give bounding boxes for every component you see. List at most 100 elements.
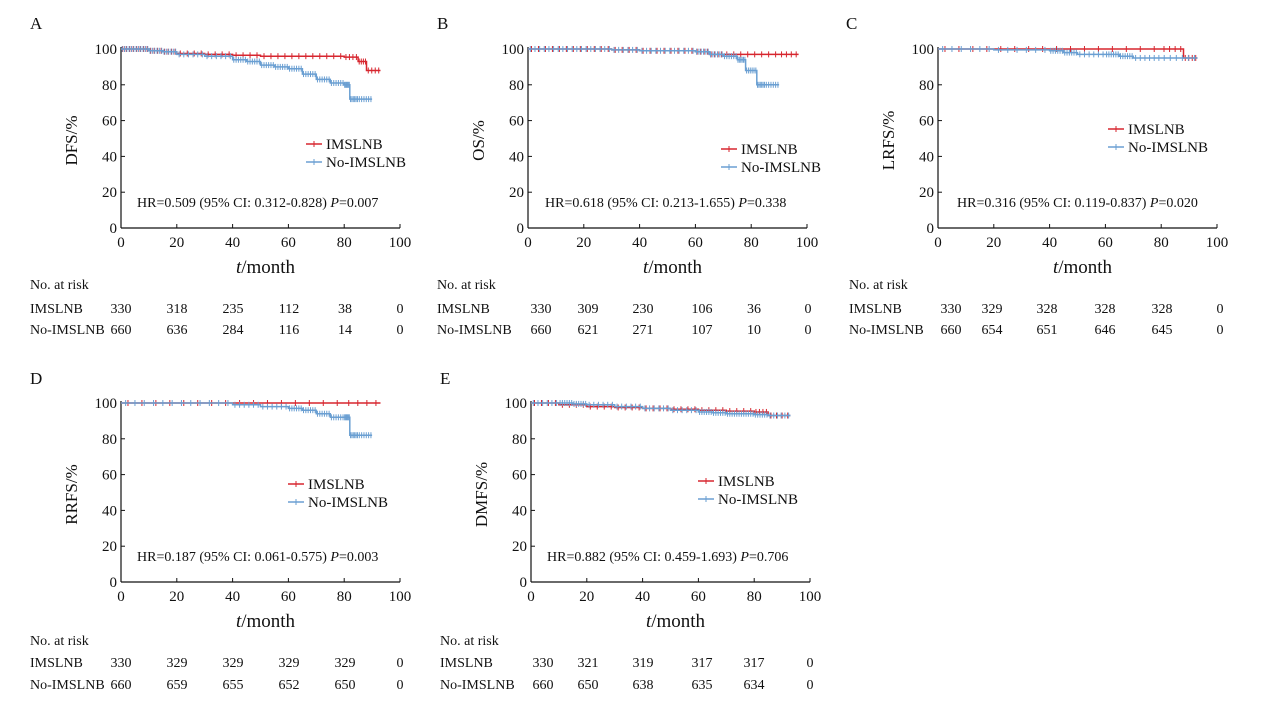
risk-cell: 230 — [633, 302, 654, 317]
risk-table-title: No. at risk — [440, 634, 499, 649]
legend-label: IMSLNB — [326, 137, 383, 153]
panel-label: D — [30, 369, 42, 388]
y-tick-label: 20 — [512, 539, 527, 555]
risk-cell: 116 — [279, 323, 299, 338]
y-tick-label: 80 — [102, 78, 117, 94]
x-tick-label: 20 — [169, 235, 184, 251]
risk-cell: 0 — [397, 678, 404, 693]
risk-cell: 330 — [533, 656, 554, 671]
risk-table-title: No. at risk — [30, 278, 89, 293]
risk-cell: 329 — [279, 656, 300, 671]
x-tick-label: 60 — [281, 235, 296, 251]
risk-cell: 638 — [633, 678, 654, 693]
risk-cell: 112 — [279, 302, 299, 317]
km-curve-imslnb — [121, 48, 381, 72]
legend-label: IMSLNB — [741, 142, 798, 158]
risk-cell: 14 — [338, 323, 352, 338]
x-axis-label-italic: t — [236, 611, 242, 632]
x-axis-label: t/month — [646, 611, 706, 632]
risk-cell: 0 — [1217, 302, 1224, 317]
x-tick-label: 80 — [1154, 235, 1169, 251]
x-tick-label: 20 — [576, 235, 591, 251]
risk-row-label: No-IMSLNB — [849, 323, 924, 338]
hr-annotation: HR=0.187 (95% CI: 0.061-0.575) P=0.003 — [137, 550, 378, 565]
y-axis-label: LRFS/% — [879, 111, 898, 171]
y-tick-label: 80 — [102, 432, 117, 448]
legend-label: No-IMSLNB — [718, 492, 798, 508]
panel-label: A — [30, 14, 43, 33]
y-axis-label: DMFS/% — [472, 462, 491, 527]
km-panel-a: A 0 20 40 60 80 100 0 20 40 60 80 100 DFS/% t/month IMS… — [30, 14, 411, 338]
km-curve-no-imslnb — [531, 402, 791, 417]
risk-table-title: No. at risk — [437, 278, 496, 293]
risk-cell: 645 — [1152, 323, 1173, 338]
y-tick-label: 100 — [502, 42, 525, 58]
y-tick-label: 0 — [520, 575, 528, 591]
risk-cell: 271 — [633, 323, 654, 338]
y-tick-label: 40 — [102, 149, 117, 165]
risk-cell: 660 — [941, 323, 962, 338]
risk-cell: 621 — [578, 323, 599, 338]
km-panel-d: D 0 20 40 60 80 100 0 20 40 60 80 100 RRFS/% t/month IM… — [30, 369, 411, 693]
x-axis-label: t/month — [236, 257, 296, 278]
y-tick-label: 0 — [517, 221, 525, 237]
legend-label: No-IMSLNB — [741, 160, 821, 176]
hr-annotation: HR=0.618 (95% CI: 0.213-1.655) P=0.338 — [545, 196, 786, 211]
y-tick-label: 60 — [512, 468, 527, 484]
x-axis-label-unit: /month — [648, 257, 702, 278]
km-curve-no-imslnb — [938, 48, 1198, 59]
legend-label: IMSLNB — [718, 474, 775, 490]
hr-text: HR=0.618 (95% CI: 0.213-1.655) — [545, 196, 738, 211]
x-tick-label: 80 — [337, 235, 352, 251]
x-tick-label: 40 — [1042, 235, 1057, 251]
x-tick-label: 40 — [632, 235, 647, 251]
legend-label: No-IMSLNB — [308, 495, 388, 511]
x-axis-label-unit: /month — [651, 611, 705, 632]
y-tick-label: 40 — [512, 503, 527, 519]
risk-cell: 0 — [807, 678, 814, 693]
risk-cell: 321 — [578, 656, 599, 671]
x-tick-label: 0 — [117, 235, 125, 251]
risk-cell: 655 — [223, 678, 244, 693]
risk-cell: 330 — [111, 302, 132, 317]
y-tick-label: 0 — [110, 575, 118, 591]
risk-row-label: IMSLNB — [440, 656, 493, 671]
p-value: =0.020 — [1158, 196, 1197, 211]
risk-cell: 0 — [397, 656, 404, 671]
risk-cell: 660 — [111, 323, 132, 338]
y-tick-label: 40 — [509, 149, 524, 165]
risk-cell: 0 — [807, 656, 814, 671]
y-tick-label: 20 — [102, 185, 117, 201]
x-axis-label: t/month — [236, 611, 296, 632]
y-tick-label: 20 — [102, 539, 117, 555]
p-value: =0.706 — [749, 550, 788, 565]
x-tick-label: 100 — [796, 235, 819, 251]
risk-cell: 329 — [335, 656, 356, 671]
km-curve-imslnb — [938, 48, 1198, 59]
x-tick-label: 60 — [691, 589, 706, 605]
legend-label: No-IMSLNB — [326, 155, 406, 171]
x-axis-label: t/month — [643, 257, 703, 278]
x-tick-label: 40 — [225, 235, 240, 251]
risk-cell: 329 — [223, 656, 244, 671]
risk-cell: 284 — [223, 323, 244, 338]
x-tick-label: 0 — [934, 235, 942, 251]
hr-text: HR=0.187 (95% CI: 0.061-0.575) — [137, 550, 330, 565]
hr-annotation: HR=0.316 (95% CI: 0.119-0.837) P=0.020 — [957, 196, 1198, 211]
km-panel-c: C 0 20 40 60 80 100 0 20 40 60 80 100 LRFS/% t/month IM… — [846, 14, 1228, 338]
risk-cell: 309 — [578, 302, 599, 317]
x-tick-label: 0 — [524, 235, 532, 251]
risk-cell: 329 — [167, 656, 188, 671]
risk-cell: 317 — [744, 656, 765, 671]
x-axis-label: t/month — [1053, 257, 1113, 278]
x-axis-label-italic: t — [643, 257, 649, 278]
risk-cell: 38 — [338, 302, 352, 317]
x-tick-label: 80 — [747, 589, 762, 605]
x-tick-label: 40 — [225, 589, 240, 605]
km-curve-imslnb — [528, 48, 799, 56]
risk-cell: 660 — [533, 678, 554, 693]
p-label: P — [739, 550, 749, 565]
risk-cell: 660 — [111, 678, 132, 693]
risk-cell: 0 — [805, 323, 812, 338]
